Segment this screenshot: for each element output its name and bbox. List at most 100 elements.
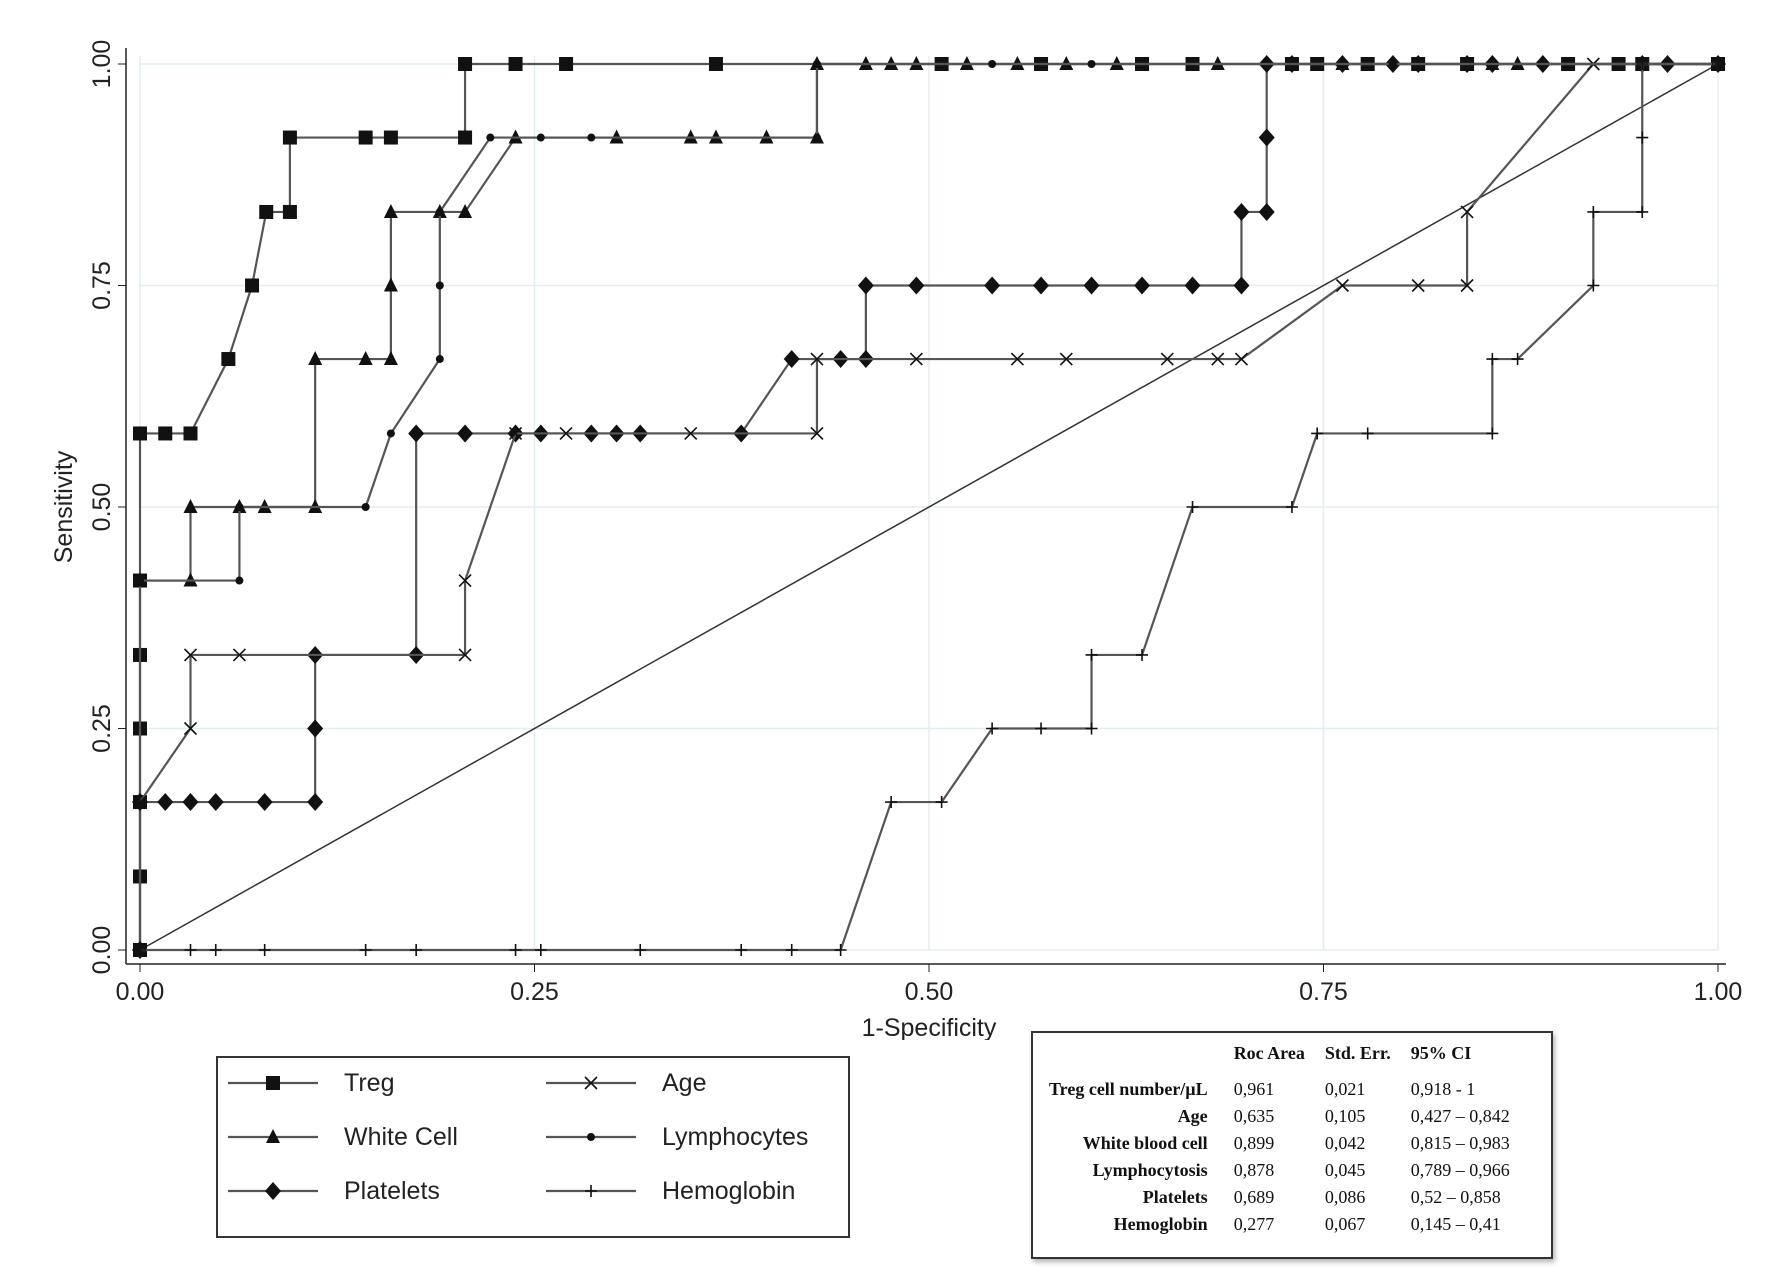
table-cell: 0,52 – 0,858	[1410, 1187, 1501, 1207]
marker-plus	[1486, 427, 1499, 440]
marker-plus	[1035, 722, 1048, 735]
table-cell: 0,045	[1324, 1160, 1366, 1180]
marker-x	[1335, 278, 1350, 293]
marker-x	[1460, 205, 1474, 219]
marker-plus	[1311, 427, 1324, 440]
marker-dot	[235, 503, 244, 511]
legend-item: Age	[546, 1068, 706, 1098]
marker-dot	[435, 355, 444, 364]
marker-square	[221, 352, 236, 367]
marker-triangle	[266, 1129, 280, 1143]
marker-square	[245, 278, 260, 293]
table-header: Std. Err.	[1324, 1043, 1391, 1063]
marker-plus	[1511, 353, 1524, 366]
marker-x	[183, 648, 198, 662]
x-tick-label: 0.00	[116, 978, 165, 1006]
table-row: Treg cell number/µL 0,961 0,021 0,918 - 1	[1039, 1076, 1520, 1103]
legend-item: White Cell	[228, 1122, 458, 1152]
x-axis-label: 1-Specificity	[862, 1014, 997, 1040]
marker-plus	[509, 944, 522, 956]
marker-diamond	[157, 793, 174, 812]
legend-label: Lymphocytes	[662, 1122, 809, 1151]
marker-diamond	[256, 793, 273, 812]
table-cell: Hemoglobin	[1113, 1214, 1208, 1234]
table-cell: Platelets	[1142, 1187, 1208, 1207]
table-cell: 0,899	[1233, 1133, 1275, 1153]
table-cell: 0,427 – 0,842	[1410, 1106, 1510, 1126]
marker-square	[708, 57, 723, 71]
marker-square	[458, 130, 473, 145]
table-cell: 0,277	[1233, 1214, 1275, 1234]
marker-x	[1460, 278, 1474, 293]
marker-dot	[235, 576, 244, 585]
legend-key-diamond-icon	[228, 1182, 318, 1200]
marker-dot	[136, 576, 144, 585]
table-cell: 0,067	[1324, 1214, 1366, 1234]
marker-plus	[735, 944, 748, 956]
marker-plus	[359, 944, 372, 956]
table-cell: 0,789 – 0,966	[1410, 1160, 1510, 1180]
marker-diamond	[984, 276, 1001, 295]
marker-plus	[134, 944, 146, 956]
marker-diamond	[1184, 276, 1201, 295]
y-tick-label: 1.00	[88, 40, 116, 89]
marker-plus	[785, 944, 798, 956]
marker-diamond	[783, 350, 800, 369]
series-hemoglobin	[134, 58, 1724, 956]
marker-diamond	[1258, 202, 1275, 221]
marker-x	[909, 352, 923, 366]
marker-square	[133, 426, 147, 441]
marker-diamond	[1134, 276, 1151, 295]
marker-dot	[988, 60, 997, 68]
marker-triangle	[383, 203, 398, 218]
table-cell: 0,021	[1324, 1079, 1366, 1099]
table-header: 95% CI	[1410, 1043, 1472, 1063]
marker-plus	[1636, 205, 1649, 218]
marker-dot	[812, 133, 821, 142]
y-tick-label: 0.50	[88, 483, 116, 532]
marker-dot	[1388, 60, 1397, 68]
marker-triangle	[458, 203, 473, 218]
series-lymphocytes	[136, 60, 1722, 585]
marker-dot	[361, 503, 370, 511]
marker-square	[383, 130, 398, 145]
marker-diamond	[908, 276, 925, 295]
marker-x	[1211, 352, 1225, 366]
marker-x	[458, 648, 472, 662]
x-tick-label: 0.50	[905, 978, 954, 1006]
x-tick-label: 1.00	[1694, 978, 1743, 1006]
legend-label: Hemoglobin	[662, 1176, 796, 1205]
marker-plus	[410, 944, 423, 956]
marker-dot	[435, 281, 444, 290]
legend-item: Hemoglobin	[546, 1176, 795, 1206]
marker-dot	[386, 429, 395, 438]
marker-square	[358, 130, 373, 145]
legend-label: White Cell	[344, 1122, 458, 1151]
reference-line	[139, 63, 1719, 951]
legend-label: Treg	[344, 1068, 395, 1097]
marker-plus	[1712, 58, 1724, 70]
table-row: White blood cell 0,899 0,042 0,815 – 0,983	[1039, 1130, 1520, 1157]
marker-square	[183, 426, 198, 441]
marker-x	[508, 426, 523, 441]
marker-plus	[1285, 501, 1298, 513]
marker-plus	[885, 796, 898, 809]
table-header-row: Roc Area Std. Err. 95% CI	[1039, 1043, 1520, 1076]
marker-diamond	[182, 793, 199, 812]
legend-key-plus-icon	[546, 1185, 636, 1197]
marker-diamond	[857, 276, 874, 295]
marker-plus	[1587, 279, 1600, 292]
legend-item: Treg	[228, 1068, 394, 1098]
table-header: Roc Area	[1233, 1043, 1305, 1063]
marker-diamond	[265, 1182, 281, 1200]
marker-diamond	[457, 424, 474, 443]
legend: Treg Age White Cell Lymphocytes Platelets Hem…	[216, 1056, 850, 1238]
marker-x	[684, 426, 698, 441]
marker-plus	[1085, 648, 1098, 661]
marker-diamond	[1233, 276, 1250, 295]
marker-plus	[1636, 58, 1649, 70]
marker-dot	[587, 133, 596, 142]
x-tick-label: 0.75	[1299, 978, 1348, 1006]
marker-x	[584, 1076, 598, 1090]
marker-plus	[1136, 648, 1149, 661]
